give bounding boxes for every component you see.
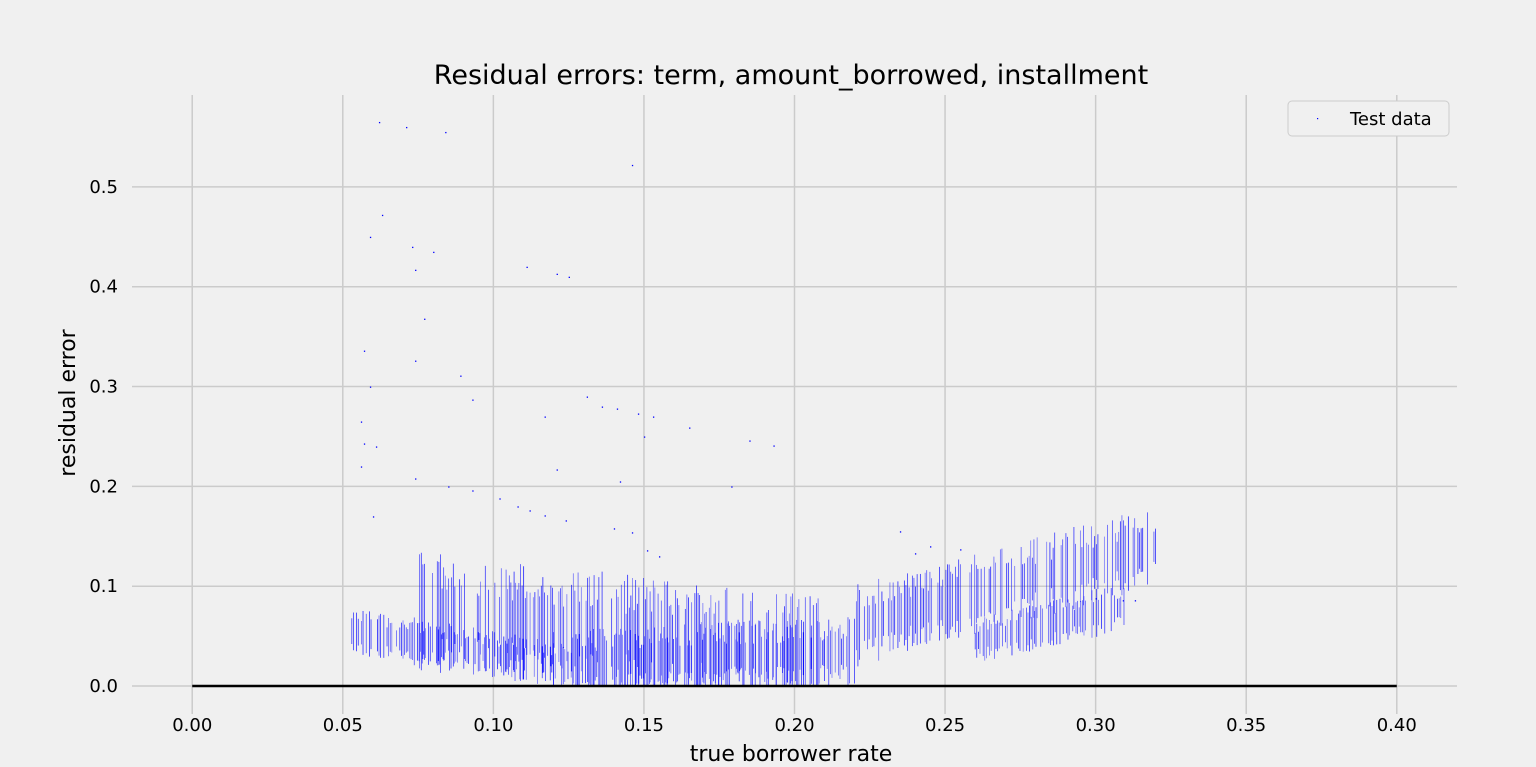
outlier-point	[960, 549, 962, 551]
x-tick-label: 0.40	[1377, 715, 1417, 736]
x-tick-label: 0.15	[624, 715, 664, 736]
x-tick-label: 0.25	[925, 715, 965, 736]
x-tick-label: 0.10	[473, 715, 513, 736]
x-tick-label: 0.35	[1226, 715, 1266, 736]
outlier-point	[565, 520, 567, 522]
outlier-point	[652, 416, 655, 418]
outlier-point	[631, 164, 634, 167]
outlier-point	[637, 413, 640, 415]
outlier-point	[749, 440, 751, 442]
x-tick-labels: 0.00 0.05 0.10 0.15 0.20 0.25 0.30 0.35 0.40	[172, 715, 1417, 736]
outlier-point	[1095, 598, 1097, 600]
outlier-point	[372, 516, 375, 518]
outlier-point	[517, 506, 519, 508]
outlier-point	[529, 510, 531, 512]
x-tick-label: 0.20	[774, 715, 814, 736]
outlier-point	[472, 490, 474, 492]
outlier-point	[460, 375, 462, 377]
outlier-point	[613, 528, 616, 530]
outlier-point	[369, 386, 372, 388]
outlier-point	[1134, 600, 1137, 602]
outlier-point	[526, 266, 528, 269]
legend-box	[1287, 100, 1450, 137]
outlier-point	[601, 406, 604, 408]
y-tick-label: 0.4	[89, 277, 118, 298]
outlier-point	[586, 396, 589, 398]
outlier-point	[433, 251, 435, 254]
outlier-point	[445, 131, 447, 134]
y-tick-label: 0.3	[89, 377, 118, 398]
outlier-point	[375, 446, 378, 448]
y-tick-label: 0.5	[89, 177, 118, 198]
outlier-point	[646, 550, 649, 552]
outlier-point	[616, 408, 619, 410]
outlier-point	[378, 121, 381, 124]
data-points	[351, 512, 1156, 687]
outlier-point	[472, 399, 474, 401]
outlier-point	[619, 481, 622, 483]
x-tick-label: 0.30	[1076, 715, 1116, 736]
outlier-point	[658, 556, 661, 558]
outlier-point	[363, 443, 366, 445]
chart-title: Residual errors: term, amount_borrowed, …	[434, 60, 1148, 91]
outlier-point	[899, 531, 902, 533]
outlier-point	[415, 478, 417, 480]
outlier-point	[406, 126, 408, 129]
outlier-point	[415, 360, 417, 362]
outlier-point	[448, 486, 450, 488]
outlier-point	[689, 427, 691, 429]
x-axis-label: true borrower rate	[690, 742, 893, 767]
outlier-point	[930, 546, 932, 548]
outlier-point	[556, 469, 558, 471]
x-tick-label: 0.00	[172, 715, 212, 736]
y-axis-label: residual error	[56, 328, 81, 476]
outlier-point	[914, 553, 917, 555]
outlier-point	[360, 466, 363, 468]
legend-label: Test data	[1349, 109, 1432, 130]
outlier-point	[556, 273, 558, 276]
y-tick-label: 0.0	[89, 676, 118, 697]
y-tick-label: 0.1	[89, 576, 118, 597]
outlier-point	[360, 421, 363, 423]
y-tick-labels: 0.0 0.1 0.2 0.3 0.4 0.5	[89, 177, 118, 697]
outlier-point	[1122, 600, 1125, 602]
y-tick-label: 0.2	[89, 476, 118, 497]
legend-marker	[1317, 118, 1319, 120]
outlier-point	[499, 498, 501, 500]
legend: Test data	[1287, 100, 1450, 137]
outlier-point	[568, 276, 570, 279]
outlier-points	[360, 121, 1137, 602]
x-tick-label: 0.05	[323, 715, 363, 736]
outlier-point	[773, 445, 775, 447]
outlier-point	[544, 416, 546, 418]
outlier-point	[731, 486, 733, 488]
outlier-point	[369, 236, 372, 239]
outlier-point	[631, 532, 634, 534]
outlier-point	[415, 269, 417, 272]
outlier-point	[363, 350, 366, 352]
outlier-point	[643, 436, 646, 438]
outlier-point	[544, 515, 546, 517]
outlier-point	[424, 318, 426, 320]
outlier-point	[381, 214, 384, 217]
outlier-point	[412, 246, 414, 249]
